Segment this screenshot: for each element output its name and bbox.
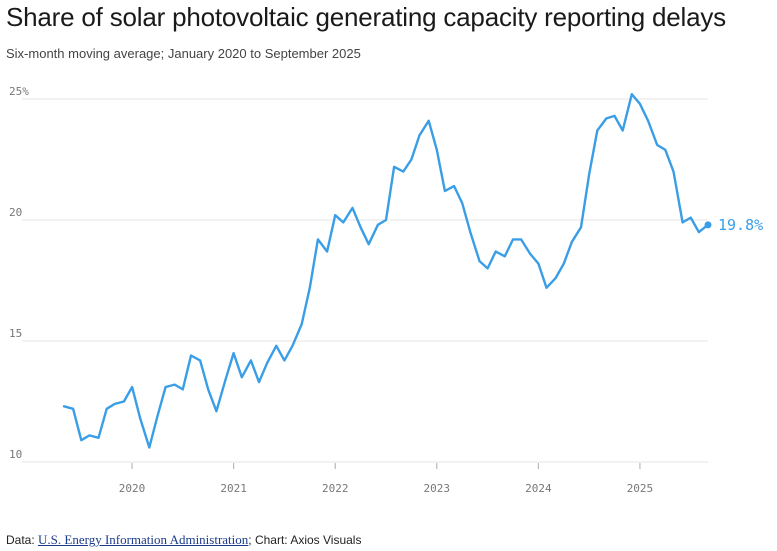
source-link[interactable]: U.S. Energy Information Administration <box>38 532 249 547</box>
x-tick-label: 2022 <box>322 482 349 495</box>
endpoint-marker <box>704 221 712 229</box>
x-tick-label: 2021 <box>220 482 247 495</box>
chart-footer: Data: U.S. Energy Information Administra… <box>6 532 361 548</box>
x-tick-label: 2024 <box>525 482 552 495</box>
x-tick-label: 2023 <box>424 482 451 495</box>
chart-subtitle: Six-month moving average; January 2020 t… <box>6 46 361 61</box>
chart-title: Share of solar photovoltaic generating c… <box>6 2 726 32</box>
footer-suffix: ; Chart: Axios Visuals <box>248 533 362 547</box>
y-tick-label: 10 <box>9 448 22 461</box>
line-chart: 10 15 20 25% 2020 2021 2022 2023 2024 2025 19.8% <box>9 85 763 495</box>
endpoint-value-label: 19.8% <box>718 216 763 234</box>
x-tick-label: 2020 <box>119 482 146 495</box>
y-axis-ticks: 10 15 20 25% <box>9 85 29 461</box>
x-axis-ticks: 2020 2021 2022 2023 2024 2025 <box>119 463 653 495</box>
y-tick-label: 15 <box>9 327 22 340</box>
gridlines <box>22 98 708 463</box>
footer-prefix: Data: <box>6 533 39 547</box>
x-tick-label: 2025 <box>627 482 654 495</box>
series-layer: 19.8% <box>62 92 763 449</box>
series-line <box>62 92 710 449</box>
y-tick-label: 25% <box>9 85 29 98</box>
y-tick-label: 20 <box>9 206 22 219</box>
